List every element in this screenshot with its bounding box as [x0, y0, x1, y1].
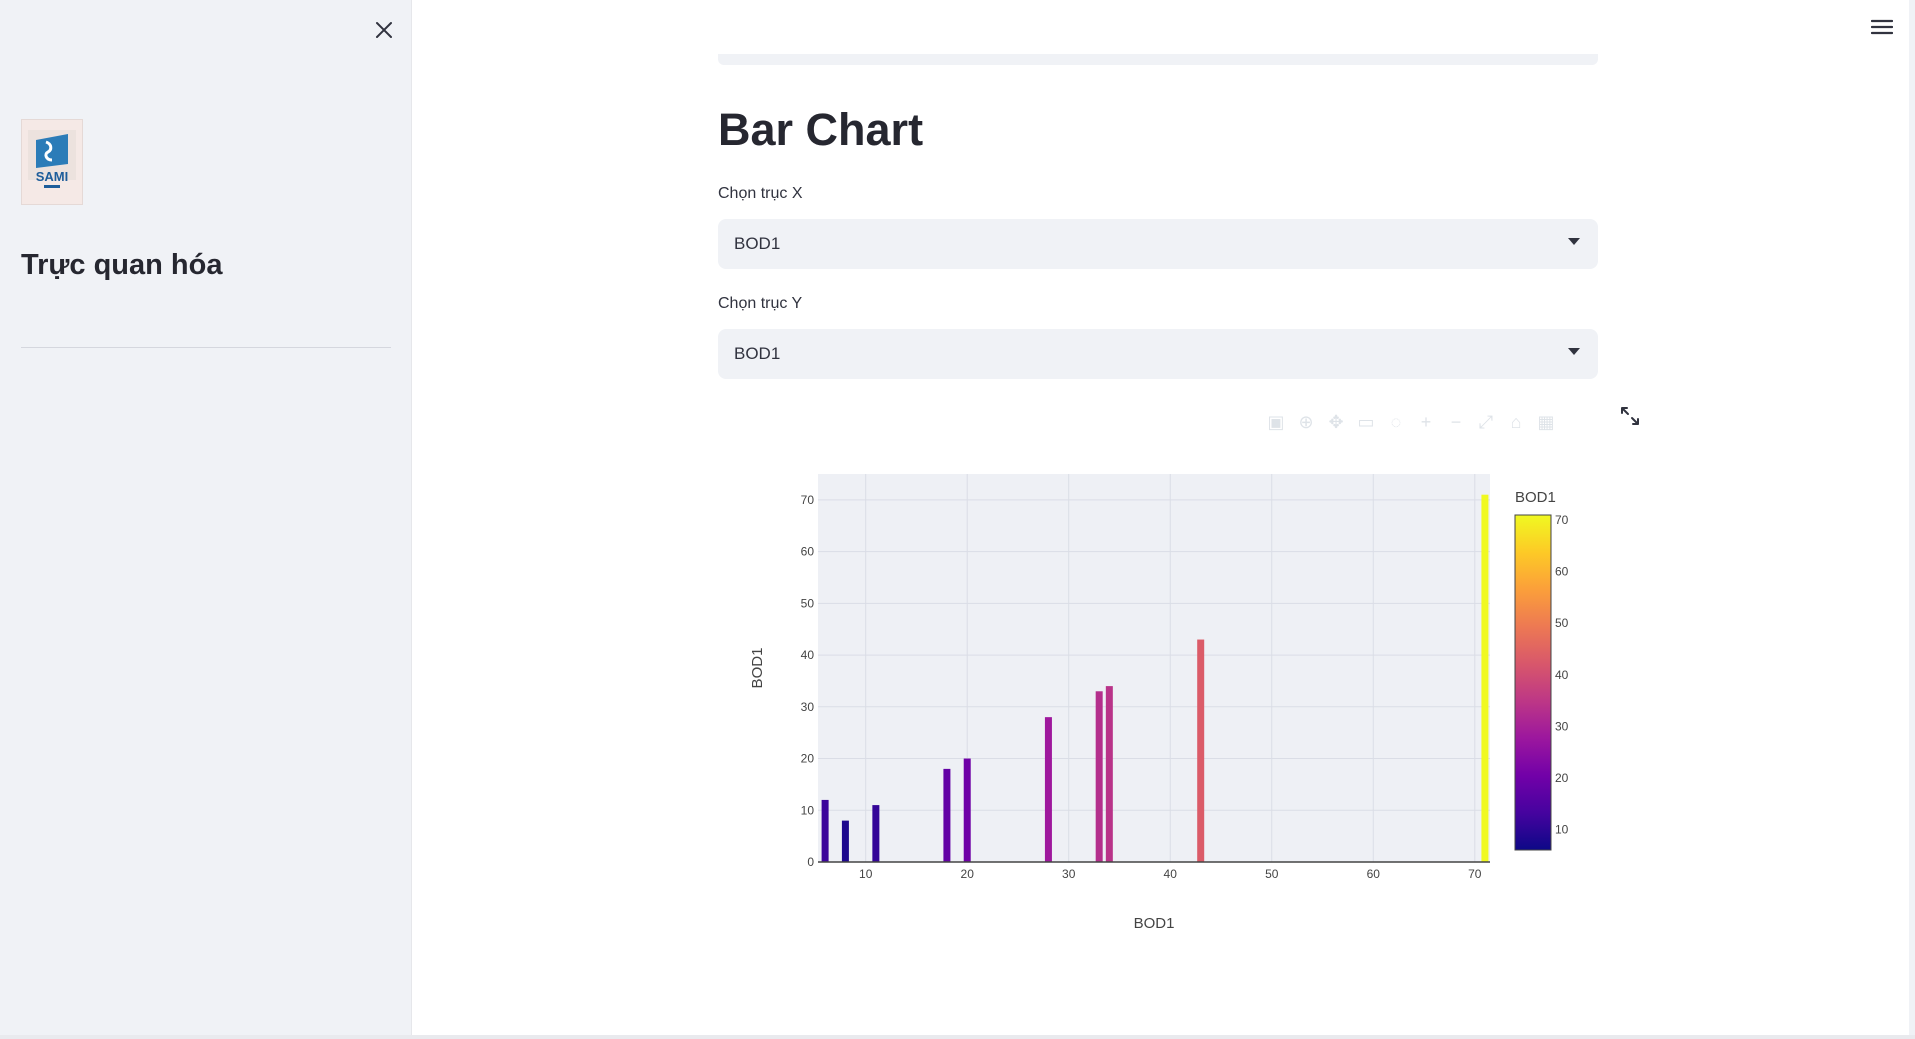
- colorbar-tick-label: 50: [1555, 616, 1569, 630]
- box-select-icon[interactable]: ▭: [1357, 412, 1375, 432]
- bar: [1095, 691, 1103, 862]
- bar: [872, 805, 880, 862]
- main-menu-button[interactable]: [1866, 14, 1898, 40]
- sidebar-title: Trực quan hóa: [21, 249, 223, 281]
- hamburger-menu-icon: [1871, 19, 1893, 35]
- colorbar-tick-label: 40: [1555, 668, 1569, 682]
- colorbar-title: BOD1: [1515, 489, 1556, 506]
- y-axis-select-label: Chọn trục Y: [718, 295, 803, 312]
- y-tick-label: 60: [801, 545, 815, 559]
- x-tick-label: 10: [859, 867, 873, 881]
- zoom-out-icon[interactable]: −: [1450, 412, 1462, 432]
- colorbar-tick-label: 10: [1555, 822, 1569, 836]
- table-icon[interactable]: ▦: [1537, 412, 1555, 432]
- plot-area: [818, 474, 1490, 862]
- sidebar-divider: [21, 347, 391, 348]
- y-axis-title: BOD1: [749, 648, 766, 689]
- x-axis-select-value: BOD1: [734, 234, 781, 253]
- bar: [1105, 686, 1113, 862]
- y-axis-select-value: BOD1: [734, 344, 781, 363]
- sidebar: SAMI Trực quan hóa: [0, 0, 412, 1039]
- colorbar-tick-label: 20: [1555, 771, 1569, 785]
- colorbar-tick-label: 70: [1555, 513, 1569, 527]
- close-sidebar-button[interactable]: [366, 12, 402, 48]
- zoom-icon[interactable]: ⊕: [1298, 412, 1314, 432]
- reset-axes-icon[interactable]: ⌂: [1510, 412, 1522, 432]
- y-axis-select[interactable]: BOD1: [718, 329, 1598, 379]
- autoscale-icon[interactable]: ⤢: [1478, 412, 1494, 432]
- y-tick-label: 0: [807, 855, 814, 869]
- svg-text:SAMI: SAMI: [36, 169, 69, 184]
- colorbar: [1514, 514, 1552, 851]
- chevron-down-icon: [1568, 348, 1580, 355]
- x-tick-label: 30: [1062, 867, 1076, 881]
- y-tick-label: 50: [801, 596, 815, 610]
- x-axis-select-label: Chọn trục X: [718, 185, 803, 202]
- bar: [821, 799, 829, 862]
- camera-icon[interactable]: ▣: [1267, 412, 1285, 432]
- x-tick-label: 70: [1468, 867, 1482, 881]
- fullscreen-button[interactable]: [1619, 405, 1645, 431]
- close-icon: [376, 22, 392, 38]
- bar: [1197, 639, 1205, 862]
- sami-logo: SAMI: [21, 119, 83, 205]
- chevron-down-icon: [1568, 238, 1580, 245]
- y-tick-label: 10: [801, 803, 815, 817]
- page-title: Bar Chart: [718, 104, 924, 155]
- lasso-select-icon[interactable]: ◌: [1390, 412, 1402, 432]
- bar: [1481, 494, 1489, 862]
- x-tick-label: 40: [1164, 867, 1178, 881]
- bar: [841, 820, 849, 862]
- chart-modebar: ▣ ⊕ ✥ ▭ ◌ + − ⤢ ⌂ ▦: [1265, 408, 1605, 436]
- y-tick-label: 20: [801, 752, 815, 766]
- y-tick-label: 70: [801, 493, 815, 507]
- pan-icon[interactable]: ✥: [1328, 412, 1344, 432]
- y-tick-label: 30: [801, 700, 815, 714]
- bar-chart: 0 10 20 30 40 50 60 70 10 20 30 40 50 60 70 BOD1 BOD1 BOD…: [749, 474, 1569, 932]
- y-tick-label: 40: [801, 648, 815, 662]
- scrollbar-track[interactable]: [1909, 0, 1915, 1039]
- colorbar-tick-label: 30: [1555, 719, 1569, 733]
- x-tick-label: 20: [961, 867, 975, 881]
- previous-widget-bottom: [718, 54, 1598, 65]
- x-tick-label: 60: [1367, 867, 1381, 881]
- fullscreen-icon: [1621, 407, 1639, 425]
- zoom-in-icon[interactable]: +: [1420, 412, 1432, 432]
- x-tick-label: 50: [1265, 867, 1279, 881]
- bar: [1044, 717, 1052, 862]
- bottom-border: [0, 1035, 1915, 1039]
- colorbar-tick-label: 60: [1555, 565, 1569, 579]
- x-axis-title: BOD1: [1134, 915, 1175, 932]
- x-axis-select[interactable]: BOD1: [718, 219, 1598, 269]
- bar: [963, 758, 971, 862]
- bar: [943, 768, 951, 862]
